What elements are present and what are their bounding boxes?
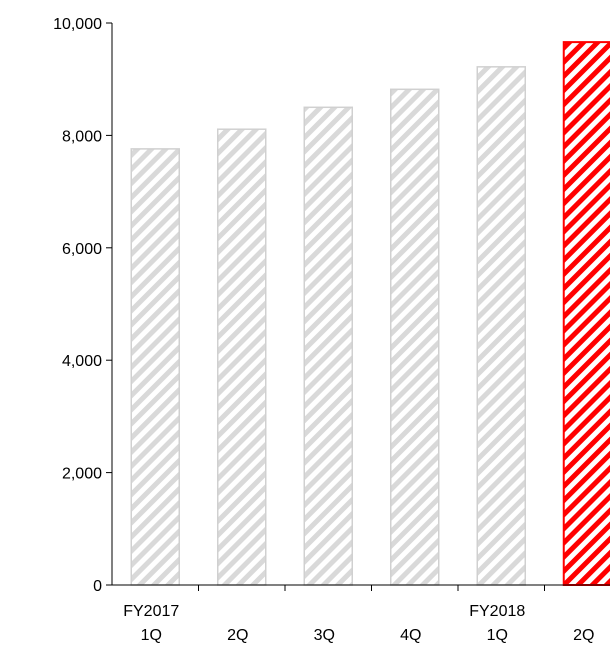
bar-1 (130, 148, 180, 586)
axes-group (106, 22, 610, 591)
x-tick-label-quarter: 1Q (141, 627, 162, 644)
bar-4 (390, 88, 440, 586)
y-tick-label: 4,000 (62, 353, 102, 370)
x-tick-label-quarter: 2Q (227, 627, 248, 644)
x-tick-label-year: FY2017 (123, 603, 179, 620)
y-tick-label: 8,000 (62, 128, 102, 145)
bar-3 (303, 106, 353, 586)
bar-2 (217, 128, 267, 586)
x-tick-label-quarter: 1Q (487, 627, 508, 644)
y-tick-label: 0 (93, 578, 102, 595)
x-tick-labels: FY2017 1Q 2Q 3Q 4Q FY2018 1Q 2Q (123, 603, 594, 644)
x-tick-label-quarter: 2Q (573, 627, 594, 644)
y-tick-label: 6,000 (62, 241, 102, 258)
y-tick-labels: 0 2,000 4,000 6,000 8,000 10,000 (53, 16, 102, 595)
y-tick-label: 10,000 (53, 16, 102, 33)
bar-6 (562, 41, 610, 587)
x-tick-label-year: FY2018 (469, 603, 525, 620)
bar-5 (476, 66, 526, 586)
x-tick-label-quarter: 3Q (314, 627, 335, 644)
bars-group (130, 41, 610, 587)
y-tick-label: 2,000 (62, 466, 102, 483)
x-tick-label-quarter: 4Q (400, 627, 421, 644)
